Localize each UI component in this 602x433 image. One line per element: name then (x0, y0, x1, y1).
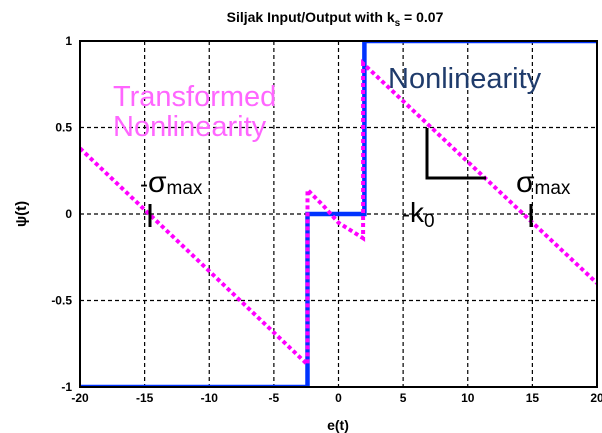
x-tick-label: 5 (400, 391, 407, 405)
y-tick-label: 0.5 (55, 121, 72, 135)
x-tick-label: -20 (71, 391, 89, 405)
x-tick-label: 15 (526, 391, 540, 405)
grid (80, 41, 597, 387)
plot-frame (79, 40, 598, 388)
sigma-symbol: σ (516, 166, 535, 199)
k-symbol: k (410, 197, 425, 228)
sigma-symbol: σ (148, 166, 167, 199)
chart-title: Siljak Input/Output with ks = 0.07 (227, 9, 444, 29)
annotation-nonlinearity: Nonlinearity (388, 63, 542, 95)
y-tick-label: -1 (61, 380, 72, 394)
k-subscript: 0 (424, 211, 435, 232)
slope-triangle-mark (425, 128, 486, 180)
y-tick-label: -0.5 (51, 294, 72, 308)
annotation-sigma-max: σmax (516, 166, 571, 199)
x-tick-label: 20 (590, 391, 602, 405)
x-tick-label: -10 (201, 391, 219, 405)
sigma-subscript: max (167, 178, 203, 199)
series-line-2 (80, 58, 597, 370)
series-layer (80, 41, 597, 387)
y-axis-label: ψ(t) (13, 201, 30, 227)
series-line-1 (80, 41, 597, 387)
chart-title-suffix: = 0.07 (400, 9, 443, 25)
annotation-minus-sigma-max: -σmax (140, 166, 203, 199)
annotation-transformed-line2: Nonlinearity (113, 111, 267, 143)
minus-sign: - (140, 171, 148, 198)
sigma-subscript: max (535, 178, 571, 199)
x-axis-label: e(t) (327, 417, 349, 433)
x-tick-label: -15 (136, 391, 154, 405)
chart-title-subscript: s (395, 18, 401, 29)
x-tick-label: -5 (269, 391, 280, 405)
y-tick-label: 0 (65, 207, 72, 221)
y-tick-label: 1 (65, 34, 72, 48)
x-tick-label: 0 (335, 391, 342, 405)
chart-title-prefix: Siljak Input/Output with k (227, 9, 395, 25)
x-tick-label: 10 (461, 391, 475, 405)
annotation-minus-k0: -k0 (402, 197, 435, 232)
annotation-transformed-line1: Transformed (113, 81, 276, 113)
minus-sign: - (402, 201, 410, 228)
tick-labels: -20 -15 -10 -5 0 5 10 15 20 -1 -0.5 0 0.5 1 (51, 34, 602, 405)
